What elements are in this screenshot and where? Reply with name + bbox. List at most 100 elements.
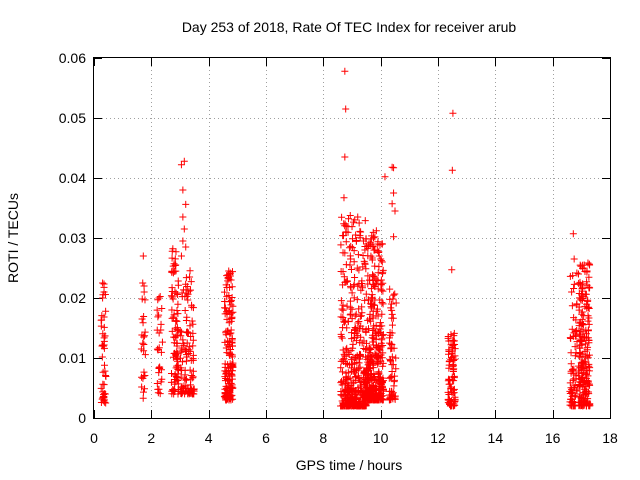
data-point <box>347 242 355 250</box>
data-point <box>348 396 356 404</box>
data-point <box>362 290 370 298</box>
y-tick-label: 0 <box>78 410 86 426</box>
data-point <box>172 352 180 360</box>
data-point <box>365 325 373 333</box>
x-tick-label: 2 <box>147 430 155 446</box>
data-point <box>338 213 346 221</box>
data-point <box>181 306 189 314</box>
data-point <box>575 401 583 409</box>
data-point <box>367 353 375 361</box>
data-point <box>392 354 400 362</box>
data-point <box>379 279 387 287</box>
data-point <box>576 294 584 302</box>
data-point <box>388 200 396 208</box>
data-point <box>363 379 371 387</box>
data-point <box>154 385 162 393</box>
data-point <box>346 402 354 410</box>
data-point <box>373 305 381 313</box>
plot-frame <box>93 57 611 419</box>
data-point <box>346 374 354 382</box>
data-point <box>99 294 107 302</box>
data-point <box>360 257 368 265</box>
data-point <box>370 322 378 330</box>
data-point <box>140 282 148 290</box>
data-point <box>585 367 593 375</box>
data-point <box>141 351 149 359</box>
data-point <box>157 378 165 386</box>
data-point <box>581 385 588 393</box>
data-point <box>349 340 357 348</box>
data-point <box>174 290 182 298</box>
data-point <box>337 241 345 249</box>
x-tick-label: 12 <box>430 430 446 446</box>
data-point <box>359 237 367 245</box>
data-point <box>579 397 587 405</box>
data-point <box>570 314 578 322</box>
data-point <box>338 305 346 313</box>
data-point <box>154 389 162 397</box>
data-point <box>370 273 378 281</box>
data-point <box>348 289 356 297</box>
data-point <box>576 318 584 326</box>
data-point <box>226 283 234 291</box>
data-point <box>228 314 236 322</box>
data-point <box>365 296 373 304</box>
data-point <box>379 287 387 295</box>
data-point <box>228 391 236 399</box>
data-point <box>584 343 592 351</box>
data-point <box>228 342 236 350</box>
data-point <box>356 227 364 235</box>
data-point <box>224 277 232 285</box>
data-point <box>168 314 176 322</box>
data-point <box>224 387 232 395</box>
data-point <box>337 402 345 410</box>
data-point <box>353 264 361 272</box>
data-point <box>340 273 348 281</box>
y-tick-label: 0.06 <box>59 50 86 66</box>
data-point <box>569 272 577 280</box>
data-point <box>189 336 197 344</box>
data-point <box>389 314 397 322</box>
data-point <box>181 371 189 379</box>
data-point <box>348 315 356 323</box>
data-point <box>368 331 376 339</box>
gridlines <box>94 58 610 418</box>
data-point <box>157 348 165 356</box>
data-point <box>358 277 366 285</box>
data-point <box>571 392 579 400</box>
data-point <box>167 378 175 386</box>
data-point <box>570 384 578 392</box>
data-point <box>580 312 588 320</box>
data-point <box>343 302 351 310</box>
data-point <box>391 207 399 215</box>
data-point <box>367 240 375 248</box>
data-point <box>447 397 455 405</box>
data-point <box>347 265 355 273</box>
data-point <box>168 369 176 377</box>
data-point <box>371 246 379 254</box>
data-points <box>97 67 594 410</box>
data-point <box>140 347 148 355</box>
data-point <box>583 278 591 286</box>
data-point <box>362 265 370 273</box>
data-point <box>186 273 194 281</box>
data-point <box>186 267 194 275</box>
data-point <box>389 361 397 369</box>
data-point <box>580 357 588 365</box>
data-point <box>141 328 149 336</box>
data-point <box>153 380 161 388</box>
data-point <box>222 374 230 382</box>
data-point <box>169 269 177 277</box>
data-point <box>571 343 579 351</box>
data-point <box>158 305 166 313</box>
data-point <box>366 310 374 318</box>
data-point <box>167 292 175 300</box>
data-point <box>388 310 396 318</box>
data-point <box>582 290 590 298</box>
data-point <box>350 379 358 387</box>
data-point <box>341 153 349 161</box>
data-point <box>391 290 399 298</box>
data-point <box>177 332 185 340</box>
data-point <box>101 390 109 398</box>
data-point <box>390 189 398 197</box>
